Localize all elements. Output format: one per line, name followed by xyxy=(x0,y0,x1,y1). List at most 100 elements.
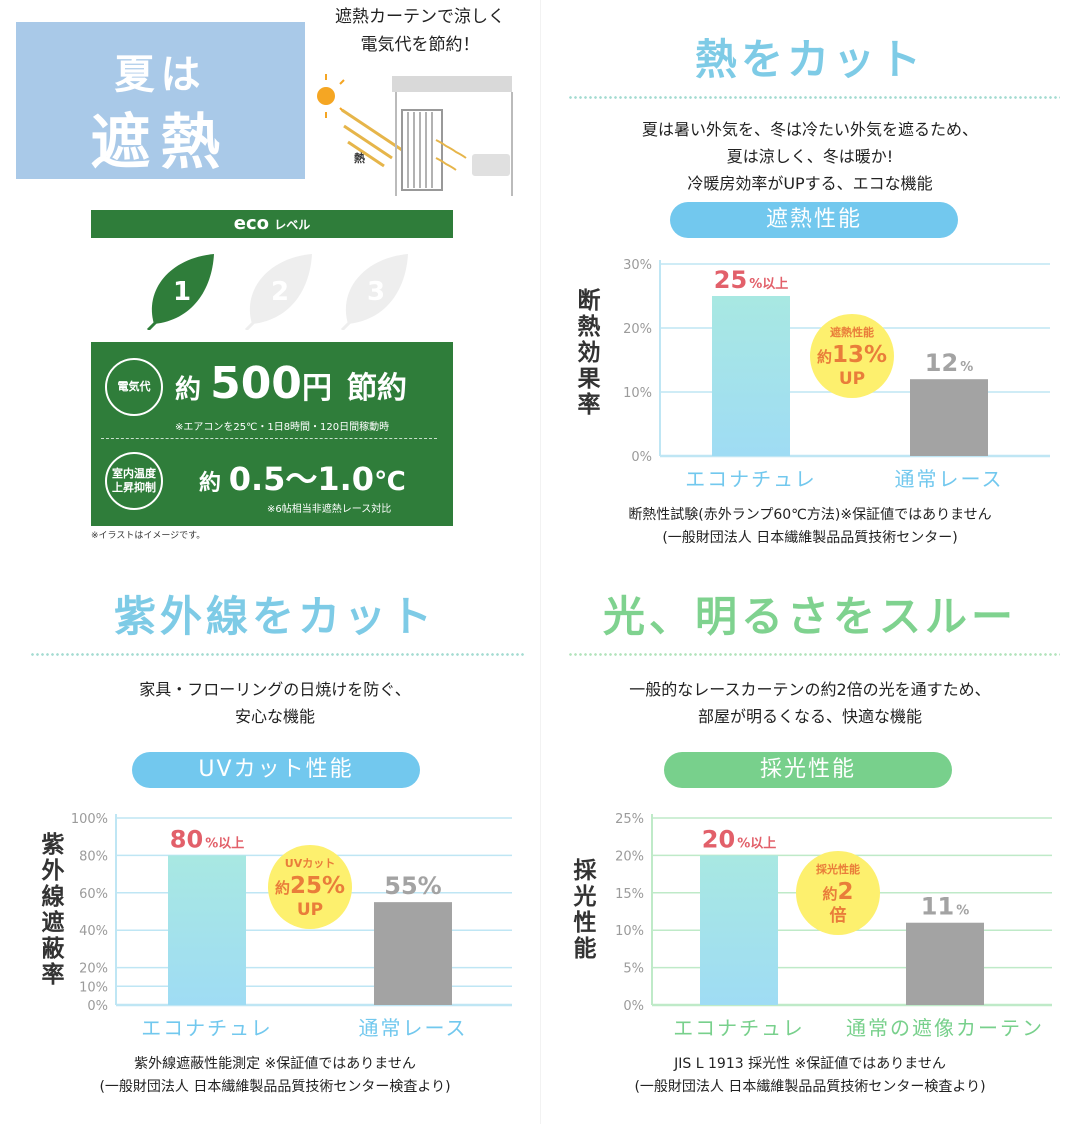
electricity-unit: 円 xyxy=(301,371,332,406)
light-y-tick-label: 10% xyxy=(615,924,644,939)
y-axis-label-char: 率 xyxy=(577,392,601,418)
electricity-badge: 電気代 xyxy=(105,358,163,416)
leaf-level-2-icon: 2 xyxy=(244,254,312,330)
uv-callout-number: 25% xyxy=(290,873,345,899)
heat-value-number-2: 12 xyxy=(925,349,958,377)
heat-value-number-1: 25 xyxy=(714,266,747,294)
roof-icon xyxy=(392,76,512,92)
heat-value-label-1: 25 %以上 xyxy=(714,266,788,294)
illustration-caption-line1: 遮熱カーテンで涼しく xyxy=(335,7,505,27)
heat-callout-bubble xyxy=(810,314,894,398)
light-y-tick-label: 5% xyxy=(623,962,644,977)
light-section-rule xyxy=(568,652,1060,658)
window-icon xyxy=(401,109,443,191)
uv-y-tick-label: 10% xyxy=(79,980,108,995)
heat-callout-number: 13% xyxy=(832,342,887,368)
house-wall-icon xyxy=(395,92,513,196)
leaf-level-2-number: 2 xyxy=(271,277,289,307)
house-illustration: 熱 xyxy=(317,74,513,196)
y-axis-label-char: 効 xyxy=(577,340,601,366)
y-axis-label-char: 果 xyxy=(577,366,601,392)
heat-y-tick-label: 10% xyxy=(623,386,652,401)
light-value-number-1: 20 xyxy=(702,825,735,853)
light-callout-line3: 倍 xyxy=(830,905,847,926)
y-axis-label-char: 率 xyxy=(41,962,65,988)
light-value-number-2: 11 xyxy=(921,893,954,921)
y-axis-label-char: 線 xyxy=(41,884,65,910)
y-axis-label-char: 外 xyxy=(41,858,65,884)
y-axis-label-char: 能 xyxy=(573,936,597,962)
uv-y-tick-label: 20% xyxy=(79,962,108,977)
season-small-text: 夏は xyxy=(114,52,207,98)
light-value-label-2: 11% xyxy=(921,893,969,921)
leaf-level-1-icon: 1 xyxy=(146,254,214,330)
temperature-savings: 約 0.5〜1.0℃ xyxy=(199,454,406,500)
season-banner: 夏は 遮熱 xyxy=(16,22,305,179)
electricity-note: ※エアコンを25℃・1日8時間・120日間稼動時 xyxy=(175,422,390,433)
light-source-line1: JIS L 1913 採光性 ※保証値ではありません xyxy=(674,1056,946,1072)
heat-section-title: 熱をカット xyxy=(694,35,925,84)
heat-description: 夏は暑い外気を、冬は冷たい外気を遮るため、 夏は涼しく、冬は暖か! 冷暖房効率が… xyxy=(560,116,1060,197)
uv-value-label-1: 80 %以上 xyxy=(170,825,244,853)
temperature-badge-line1: 室内温度 xyxy=(112,467,156,480)
heat-callout-line3: UP xyxy=(839,369,865,389)
light-y-tick-label: 25% xyxy=(615,812,644,827)
heat-description-line2: 夏は涼しく、冬は暖か! xyxy=(726,147,894,166)
heat-wave-icon xyxy=(341,108,403,168)
light-value-suffix-1: %以上 xyxy=(737,836,776,851)
y-axis-label-char: 光 xyxy=(573,884,597,910)
heat-description-line3: 冷暖房効率がUPする、エコな機能 xyxy=(687,174,933,193)
y-axis-label-char: 蔽 xyxy=(41,936,65,962)
heat-bar-1 xyxy=(712,296,790,456)
heat-category-label-2: 通常レース xyxy=(895,467,1004,491)
uv-category-label-2: 通常レース xyxy=(359,1016,468,1040)
light-callout-bubble xyxy=(796,851,880,935)
light-bar-1 xyxy=(700,855,778,1005)
temperature-prefix: 約 xyxy=(199,471,222,496)
uv-source-line1: 紫外線遮蔽性能測定 ※保証値ではありません xyxy=(134,1056,416,1072)
light-value-suffix-2: % xyxy=(956,904,969,919)
light-y-tick-label: 20% xyxy=(615,849,644,864)
y-axis-label-char: 性 xyxy=(573,910,597,936)
eco-divider xyxy=(101,438,437,439)
uv-section-title: 紫外線をカット xyxy=(113,592,436,641)
uv-description-line2: 安心な機能 xyxy=(234,707,315,726)
sun-icon xyxy=(317,87,335,105)
uv-y-tick-label: 0% xyxy=(87,999,108,1014)
temperature-badge: 室内温度 上昇抑制 xyxy=(105,452,163,510)
uv-y-tick-label: 40% xyxy=(79,924,108,939)
heat-section-rule xyxy=(568,95,1060,101)
leaf-level-3-number: 3 xyxy=(367,277,385,307)
heat-callout-main: 約13% xyxy=(817,342,887,368)
light-performance-pill: 採光性能 xyxy=(664,752,952,788)
eco-level-header: eco レベル xyxy=(91,210,453,238)
temperature-badge-line2: 上昇抑制 xyxy=(112,481,156,494)
uv-callout-main: 約25% xyxy=(275,873,345,899)
light-callout-main: 約2 xyxy=(822,879,853,905)
uv-source: 紫外線遮蔽性能測定 ※保証値ではありません (一般財団法人 日本繊維製品品質技術… xyxy=(20,1053,530,1099)
y-axis-label-char: 遮 xyxy=(41,910,65,936)
light-callout-number: 2 xyxy=(838,879,854,905)
heat-value-suffix-1: %以上 xyxy=(749,277,788,292)
uv-callout-prefix: 約 xyxy=(275,879,290,897)
light-description-line1: 一般的なレースカーテンの約2倍の光を通すため、 xyxy=(629,680,991,699)
y-axis-label-char: 熱 xyxy=(577,314,601,340)
light-y-axis-label: 採光性能 xyxy=(570,858,600,962)
heat-category-label-1: エコナチュレ xyxy=(685,467,817,491)
illustration-note: ※イラストはイメージです。 xyxy=(91,531,206,541)
light-callout-line1: 採光性能 xyxy=(816,862,860,876)
y-axis-label-char: 断 xyxy=(577,288,601,314)
uv-section-rule xyxy=(30,652,524,658)
light-category-label-2: 通常の遮像カーテン xyxy=(846,1016,1044,1040)
uv-bar-1 xyxy=(168,855,246,1005)
electricity-suffix: 節約 xyxy=(347,371,407,406)
uv-y-tick-label: 100% xyxy=(71,812,108,827)
eco-level-label: レベル xyxy=(274,218,311,232)
heat-callout-prefix: 約 xyxy=(817,348,832,366)
heat-bar-2 xyxy=(910,379,988,456)
heat-source-line2: (一般財団法人 日本繊維製品品質技術センター) xyxy=(662,530,958,546)
leaf-level-1-number: 1 xyxy=(173,277,191,307)
uv-y-tick-label: 80% xyxy=(79,849,108,864)
uv-callout-bubble xyxy=(268,845,352,929)
